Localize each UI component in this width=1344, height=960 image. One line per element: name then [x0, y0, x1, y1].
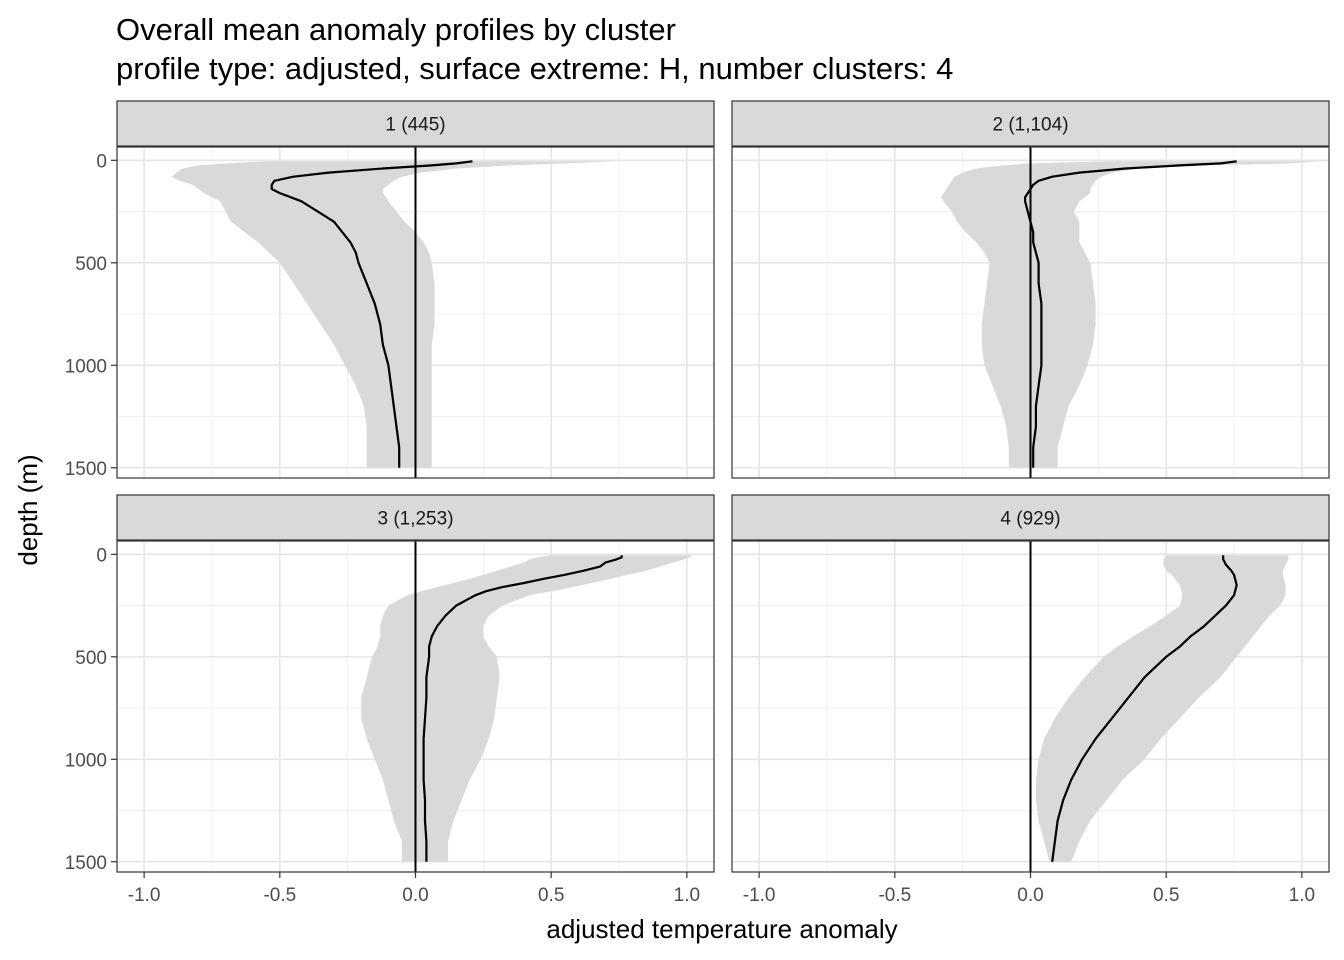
x-axis-title: adjusted temperature anomaly: [546, 914, 897, 944]
anomaly-range-ribbon: [941, 161, 1324, 468]
x-tick-label: 1.0: [674, 885, 700, 906]
facet-strip-label: 2 (1,104): [992, 115, 1068, 136]
facet-strip-label: 1 (445): [385, 115, 445, 136]
y-tick-label: 1000: [65, 356, 107, 377]
y-tick-label: 0: [96, 545, 107, 566]
x-tick-label: 0.5: [538, 885, 564, 906]
facet-strip: [731, 100, 1330, 147]
facet-strip: [116, 494, 715, 541]
panel-border: [731, 146, 1330, 479]
x-tick-label: 1.0: [1289, 885, 1315, 906]
x-tick-label: -1.0: [743, 885, 776, 906]
y-tick-label: 500: [75, 648, 107, 669]
y-tick-label: 500: [75, 254, 107, 275]
y-tick-label: 0: [96, 151, 107, 172]
facet-panel-2: 2 (1,104): [731, 100, 1330, 479]
y-tick-label: 1500: [65, 853, 107, 874]
panel-border: [116, 146, 715, 479]
facet-panels: 1 (445) 0 500 1000 1500 2 (1,104) 3 (1,253) 0 50…: [65, 100, 1330, 906]
mean-profile-line: [1051, 555, 1238, 862]
mean-profile-line: [270, 160, 473, 468]
mean-profile-line: [1023, 160, 1237, 468]
mean-profile-line: [422, 555, 623, 862]
x-tick-label: -0.5: [878, 885, 911, 906]
facet-panel-1: 1 (445) 0 500 1000 1500: [65, 100, 715, 480]
anomaly-range-ribbon: [361, 555, 693, 862]
chart-title: Overall mean anomaly profiles by cluster: [116, 12, 676, 47]
x-tick-label: -1.0: [128, 885, 161, 906]
facet-strip: [731, 494, 1330, 541]
x-tick-label: 0.0: [402, 885, 428, 906]
y-tick-label: 1000: [65, 750, 107, 771]
facet-panel-3: 3 (1,253) 0 500 1000 1500 -1.0 -0.5 0.0 0.5 1.0: [65, 494, 715, 906]
y-tick-label: 1500: [65, 459, 107, 480]
x-tick-label: -0.5: [263, 885, 296, 906]
x-tick-label: 0.5: [1153, 885, 1179, 906]
anomaly-range-ribbon: [1035, 555, 1289, 862]
x-tick-label: 0.0: [1017, 885, 1043, 906]
chart-subtitle: profile type: adjusted, surface extreme:…: [116, 51, 953, 86]
facet-strip: [116, 100, 715, 147]
facet-strip-label: 3 (1,253): [377, 509, 453, 530]
y-axis-title: depth (m): [13, 454, 43, 565]
facet-strip-label: 4 (929): [1000, 509, 1060, 530]
anomaly-range-ribbon: [171, 161, 620, 468]
facet-panel-4: 4 (929) -1.0 -0.5 0.0 0.5 1.0: [731, 494, 1330, 906]
